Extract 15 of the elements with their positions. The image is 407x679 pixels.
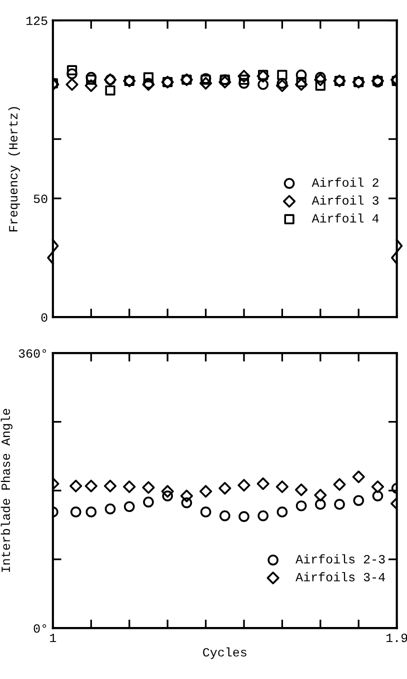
y-tick-label: 360° [18,349,46,358]
y-tick-label: 0° [34,624,46,633]
legend-label: Airfoils 3-4 [296,572,385,582]
legend-label: Airfoil 4 [312,213,379,223]
legend-label: Airfoils 2-3 [296,554,385,564]
y-tick-label: 50 [34,194,48,204]
legend-label: Airfoil 3 [312,196,378,205]
y-axis-title: Frequency (Hertz) [8,107,20,232]
x-tick-label: 1.9 [386,634,407,642]
x-axis-title: Cycles [203,647,246,660]
y-tick-label: 0 [41,313,48,322]
x-tick-label: 1 [50,634,56,642]
legend-label: Airfoil 2 [312,178,378,187]
y-axis-title: Interblade Phase Angle [0,408,12,572]
y-tick-label: 125 [26,16,48,26]
